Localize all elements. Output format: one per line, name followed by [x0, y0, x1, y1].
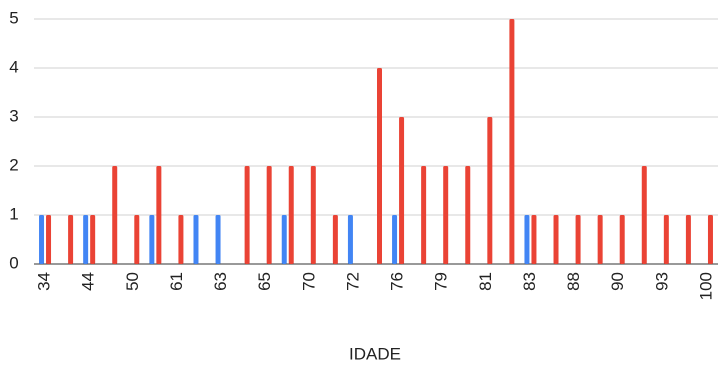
bar	[288, 166, 294, 264]
bar	[347, 215, 353, 264]
x-tick-label: 61	[167, 272, 186, 291]
x-tick-label: 76	[388, 272, 407, 291]
bar	[156, 166, 162, 264]
y-tick-label: 1	[9, 204, 18, 223]
bar	[215, 215, 221, 264]
bar	[641, 166, 647, 264]
bar	[392, 215, 398, 264]
y-tick-label: 4	[9, 57, 18, 76]
x-tick-label: 100	[696, 272, 715, 300]
x-tick-label: 81	[476, 272, 495, 291]
bar	[487, 117, 493, 264]
bar	[377, 68, 382, 264]
x-tick-label: 88	[564, 272, 583, 291]
x-tick-label: 90	[608, 272, 627, 291]
bar	[443, 166, 449, 264]
bar	[575, 215, 581, 264]
bar	[399, 117, 405, 264]
bar	[663, 215, 669, 264]
y-tick-label: 5	[9, 8, 18, 27]
x-axis-title: IDADE	[349, 344, 401, 363]
bar	[619, 215, 625, 264]
bar	[685, 215, 691, 264]
x-tick-label: 65	[255, 272, 274, 291]
x-tick-label: 83	[520, 272, 539, 291]
x-tick-label: 70	[299, 272, 318, 291]
y-tick-label: 0	[9, 253, 18, 272]
bar	[509, 19, 515, 264]
bar	[421, 166, 427, 264]
bar	[90, 215, 96, 264]
x-tick-label: 79	[432, 272, 451, 291]
bar	[244, 166, 250, 264]
bar	[193, 215, 199, 264]
bar	[310, 166, 316, 264]
bar	[524, 215, 530, 264]
bar	[134, 215, 140, 264]
bar	[266, 166, 272, 264]
bar	[707, 215, 713, 264]
bar	[465, 166, 471, 264]
bar	[83, 215, 89, 264]
bar	[39, 215, 45, 264]
bar	[531, 215, 537, 264]
bar	[597, 215, 603, 264]
x-tick-label: 72	[343, 272, 362, 291]
bar	[178, 215, 184, 264]
bar	[46, 215, 52, 264]
bar	[149, 215, 155, 264]
bar	[68, 215, 74, 264]
x-tick-label: 50	[123, 272, 142, 291]
x-tick-label: 63	[211, 272, 230, 291]
x-tick-label: 34	[35, 272, 54, 291]
x-tick-label: 93	[652, 272, 671, 291]
bar	[112, 166, 118, 264]
bar	[332, 215, 338, 264]
y-tick-label: 3	[9, 106, 18, 125]
bar	[281, 215, 287, 264]
bar	[553, 215, 559, 264]
y-tick-label: 2	[9, 155, 18, 174]
x-tick-label: 44	[79, 272, 98, 291]
